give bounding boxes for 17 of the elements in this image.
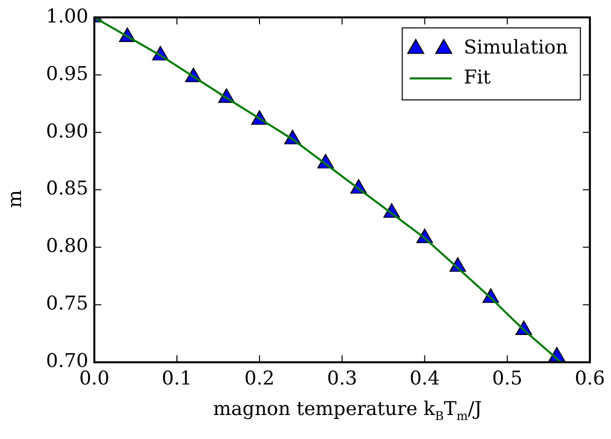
x-tick-label: 0.2 — [244, 368, 275, 390]
x-tick-label: 0.4 — [410, 368, 440, 390]
x-tick-label: 0.5 — [492, 368, 522, 390]
x-axis-title: magnon temperature k$_{B}$T$_{m}$/J — [212, 398, 483, 423]
y-axis-title: m — [4, 190, 26, 208]
legend-label: Fit — [464, 66, 492, 88]
x-tick-label: 0.1 — [162, 368, 192, 390]
y-tick-label: 0.90 — [46, 120, 88, 142]
legend-label: Simulation — [464, 36, 568, 58]
x-tick-label: 0.6 — [574, 368, 605, 390]
x-tick-label: 0.3 — [326, 368, 358, 390]
y-tick-label: 0.75 — [46, 292, 88, 315]
y-tick-label: 1.00 — [46, 5, 88, 28]
y-tick-label: 0.85 — [46, 178, 88, 200]
y-tick-label: 0.80 — [46, 235, 88, 258]
x-tick-label: 0.0 — [79, 368, 110, 390]
y-tick-label: 0.95 — [46, 62, 88, 85]
